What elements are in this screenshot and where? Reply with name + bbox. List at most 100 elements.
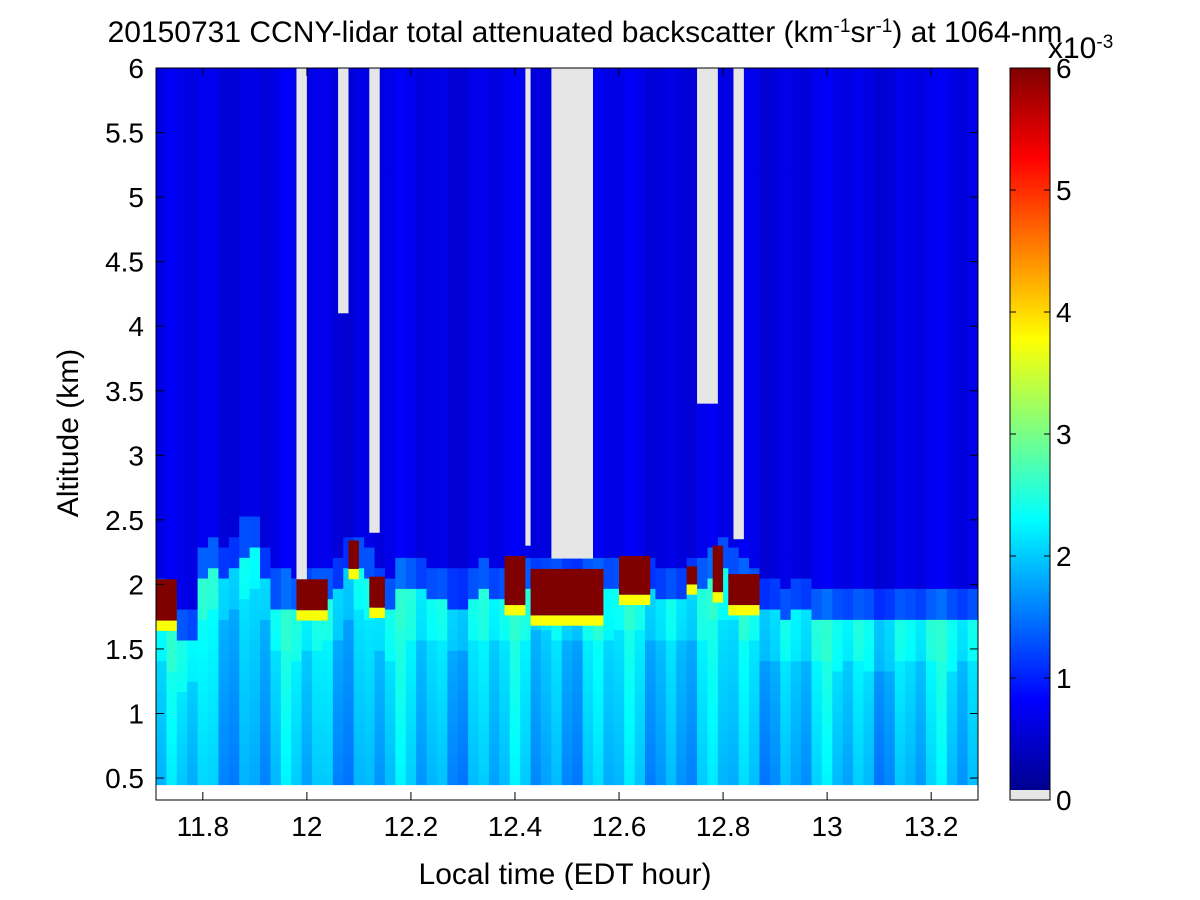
heatmap-cell <box>416 629 428 641</box>
heatmap-cell <box>166 392 178 403</box>
heatmap-cell <box>426 443 438 455</box>
heatmap-cell <box>790 598 802 610</box>
heatmap-cell <box>322 650 334 662</box>
heatmap-cell <box>863 319 875 331</box>
heatmap-cell <box>509 464 521 476</box>
heatmap-cell <box>353 350 365 362</box>
heatmap-cell <box>374 71 386 83</box>
heatmap-cell <box>572 763 584 775</box>
heatmap-cell <box>873 71 885 83</box>
heatmap-cell <box>468 71 480 83</box>
heatmap-cell <box>280 732 292 744</box>
heatmap-cell <box>853 774 865 786</box>
heatmap-cell <box>436 71 448 83</box>
heatmap-cell <box>634 660 646 672</box>
heatmap-cell <box>447 753 459 765</box>
heatmap-cell <box>530 309 542 321</box>
heatmap-cell <box>603 454 615 465</box>
heatmap-cell <box>239 216 251 228</box>
heatmap-cell <box>873 588 885 600</box>
heatmap-cell <box>624 526 636 538</box>
heatmap-cell <box>280 526 292 538</box>
heatmap-cell <box>436 557 448 569</box>
heatmap-cell <box>499 102 511 114</box>
heatmap-cell <box>884 278 896 290</box>
heatmap-cell <box>488 732 500 744</box>
heatmap-cell <box>801 392 813 403</box>
heatmap-cell <box>312 712 324 724</box>
heatmap-cell <box>405 102 417 114</box>
heatmap-cell <box>634 763 646 775</box>
heatmap-cell <box>863 82 875 94</box>
heatmap-cell <box>634 68 646 73</box>
heatmap-cell <box>832 495 844 507</box>
heatmap-cell <box>603 299 615 311</box>
heatmap-cell <box>634 743 646 755</box>
heatmap-cell <box>603 237 615 249</box>
heatmap-cell <box>530 113 542 125</box>
heatmap-cell <box>853 144 865 156</box>
heatmap-cell <box>665 371 677 383</box>
heatmap-cell <box>218 268 230 280</box>
heatmap-cell <box>717 402 729 414</box>
heatmap-cell <box>780 288 792 300</box>
heatmap-cell <box>395 71 407 83</box>
heatmap-cell <box>249 361 261 372</box>
heatmap-cell <box>197 123 209 135</box>
heatmap-cell <box>270 474 282 486</box>
heatmap-cell <box>426 309 438 321</box>
heatmap-cell <box>405 175 417 187</box>
heatmap-cell <box>624 660 636 672</box>
heatmap-cell <box>873 412 885 424</box>
heatmap-cell <box>457 102 469 114</box>
heatmap-cell <box>176 268 188 280</box>
heatmap-cell <box>249 381 261 393</box>
heatmap-cell <box>270 639 282 651</box>
heatmap-cell <box>457 505 469 517</box>
heatmap-cell <box>759 237 771 249</box>
heatmap-cell <box>478 247 490 259</box>
heatmap-cell <box>416 660 428 672</box>
heatmap-cell <box>873 216 885 228</box>
heatmap-cell <box>228 102 240 114</box>
heatmap-cell <box>478 92 490 104</box>
heatmap-cell <box>332 484 344 496</box>
heatmap-cell <box>634 237 646 249</box>
heatmap-cell <box>717 546 729 558</box>
heatmap-cell <box>759 763 771 775</box>
heatmap-cell <box>832 392 844 403</box>
heatmap-cell <box>187 763 199 775</box>
heatmap-cell <box>364 650 376 662</box>
heatmap-cell <box>166 216 178 228</box>
heatmap-cell <box>873 268 885 280</box>
heatmap-cell <box>208 226 220 238</box>
heatmap-cell <box>468 102 480 114</box>
heatmap-cell <box>572 681 584 693</box>
heatmap-cell <box>280 340 292 352</box>
heatmap-cell <box>780 629 792 641</box>
heatmap-cell <box>176 701 188 713</box>
heatmap-cell <box>457 216 469 228</box>
heatmap-cell <box>239 268 251 280</box>
heatmap-cell <box>405 650 417 662</box>
heatmap-cell <box>582 681 594 693</box>
heatmap-cell <box>842 712 854 724</box>
heatmap-cell <box>301 557 313 569</box>
heatmap-cell <box>738 195 750 207</box>
heatmap-cell <box>780 361 792 372</box>
heatmap-cell <box>239 299 251 311</box>
heatmap-cell <box>738 288 750 300</box>
heatmap-cell <box>707 474 719 486</box>
heatmap-cell <box>530 278 542 290</box>
heatmap-cell <box>499 495 511 507</box>
heatmap-cell <box>707 598 719 610</box>
heatmap-cell <box>322 82 334 94</box>
heatmap-cell <box>260 133 272 145</box>
heatmap-cell <box>686 257 698 269</box>
heatmap-cell <box>260 495 272 507</box>
heatmap-cell <box>624 732 636 744</box>
heatmap-cell <box>665 257 677 269</box>
heatmap-cell <box>894 608 906 620</box>
heatmap-cell <box>436 330 448 341</box>
heatmap-cell <box>249 567 261 579</box>
